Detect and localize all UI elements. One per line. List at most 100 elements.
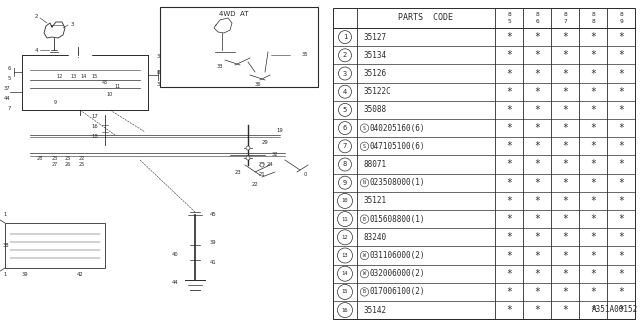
Text: *: * [506, 305, 512, 315]
Text: 8: 8 [591, 12, 595, 17]
Bar [5, 223, 105, 268]
Text: 6: 6 [8, 66, 12, 70]
Text: 35126: 35126 [363, 69, 386, 78]
Text: 4: 4 [343, 89, 347, 95]
Text: 83240: 83240 [363, 233, 386, 242]
Text: 7: 7 [343, 143, 347, 149]
Text: *: * [562, 196, 568, 206]
Text: 5: 5 [8, 76, 12, 81]
Circle shape [360, 269, 369, 278]
Circle shape [360, 124, 369, 132]
Text: 24: 24 [267, 163, 273, 167]
Text: 4WD  AT: 4WD AT [220, 11, 249, 17]
Text: *: * [506, 269, 512, 279]
Text: 39: 39 [22, 271, 28, 276]
Text: *: * [534, 123, 540, 133]
Text: 31: 31 [157, 82, 164, 86]
Circle shape [339, 103, 351, 116]
Circle shape [339, 122, 351, 135]
Text: *: * [534, 68, 540, 78]
Text: *: * [534, 50, 540, 60]
Text: 28: 28 [37, 156, 43, 162]
Text: 45: 45 [102, 81, 108, 85]
Text: 41: 41 [210, 260, 217, 265]
Text: *: * [590, 178, 596, 188]
Text: S: S [363, 144, 366, 149]
Text: 37: 37 [4, 86, 11, 92]
Text: *: * [562, 287, 568, 297]
Circle shape [360, 179, 369, 187]
Text: *: * [618, 196, 624, 206]
Text: *: * [590, 251, 596, 260]
Text: *: * [506, 141, 512, 151]
Text: 9: 9 [343, 180, 347, 186]
Text: *: * [506, 87, 512, 97]
Text: 21: 21 [259, 172, 266, 178]
Text: 22: 22 [79, 156, 85, 162]
Text: *: * [534, 287, 540, 297]
Text: 1: 1 [3, 212, 6, 218]
Text: *: * [562, 305, 568, 315]
Text: 9: 9 [54, 100, 56, 105]
Text: 35142: 35142 [363, 306, 386, 315]
Text: *: * [618, 287, 624, 297]
Circle shape [339, 158, 351, 171]
Text: 4: 4 [35, 47, 38, 52]
Text: 45: 45 [210, 212, 217, 218]
Text: 015608800(1): 015608800(1) [370, 215, 426, 224]
Text: *: * [506, 105, 512, 115]
Text: *: * [618, 305, 624, 315]
Text: 14: 14 [342, 271, 348, 276]
Text: 33: 33 [217, 65, 223, 69]
Text: *: * [534, 214, 540, 224]
Text: *: * [506, 232, 512, 242]
Text: 27: 27 [52, 163, 58, 167]
Text: *: * [562, 87, 568, 97]
Text: 8: 8 [507, 12, 511, 17]
Text: A351A00152: A351A00152 [592, 305, 638, 314]
Text: 35127: 35127 [363, 33, 386, 42]
Text: 35122C: 35122C [363, 87, 391, 96]
Text: 7: 7 [563, 19, 567, 24]
Text: 1: 1 [343, 34, 347, 40]
Text: 10: 10 [342, 198, 348, 204]
Circle shape [246, 156, 250, 160]
Text: 25: 25 [79, 163, 85, 167]
Text: *: * [534, 32, 540, 42]
Circle shape [337, 248, 353, 263]
Text: *: * [562, 159, 568, 170]
Text: *: * [534, 305, 540, 315]
Circle shape [337, 284, 353, 300]
Circle shape [339, 67, 351, 80]
Text: 29: 29 [262, 140, 268, 145]
Circle shape [339, 85, 351, 98]
Text: *: * [506, 159, 512, 170]
Circle shape [360, 142, 369, 150]
Text: 11: 11 [342, 217, 348, 221]
Text: N: N [363, 180, 366, 185]
Text: 031106000(2): 031106000(2) [370, 251, 426, 260]
Text: 15: 15 [342, 289, 348, 294]
Text: *: * [590, 287, 596, 297]
Text: *: * [618, 87, 624, 97]
Text: 11: 11 [115, 84, 121, 90]
Text: 5: 5 [507, 19, 511, 24]
Text: *: * [534, 141, 540, 151]
Text: 8: 8 [619, 12, 623, 17]
Text: *: * [618, 159, 624, 170]
Text: 18: 18 [92, 134, 99, 140]
Circle shape [337, 193, 353, 208]
Text: *: * [590, 50, 596, 60]
Text: 44: 44 [4, 95, 11, 100]
Text: *: * [506, 178, 512, 188]
Text: 16: 16 [92, 124, 99, 130]
Text: 10: 10 [107, 92, 113, 98]
Text: 1: 1 [3, 271, 6, 276]
Text: *: * [562, 105, 568, 115]
Text: *: * [590, 159, 596, 170]
Text: 32: 32 [272, 153, 278, 157]
Bar [160, 7, 318, 87]
Text: *: * [590, 123, 596, 133]
Text: 3: 3 [70, 21, 74, 27]
Text: *: * [562, 232, 568, 242]
